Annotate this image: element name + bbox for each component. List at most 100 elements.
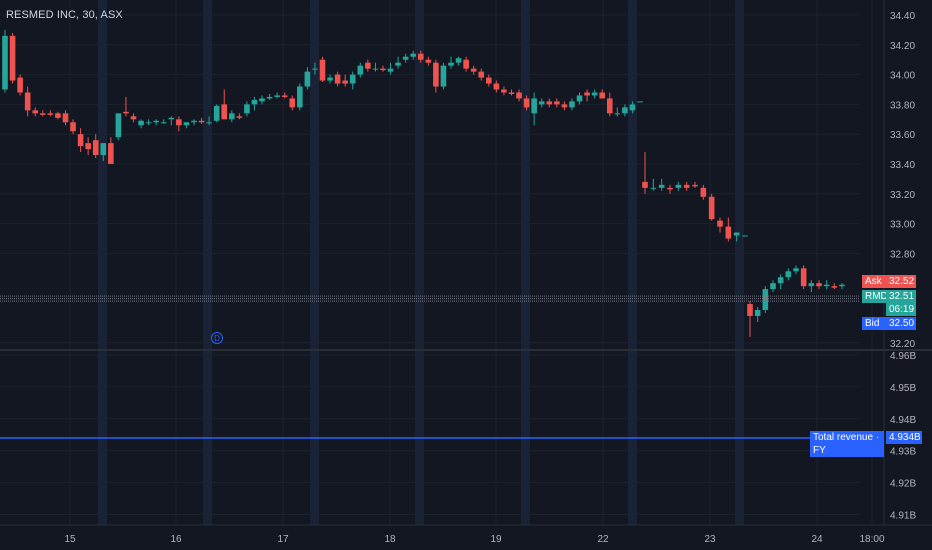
candle-body	[387, 68, 394, 72]
candle	[410, 50, 417, 60]
candle-body	[516, 92, 522, 99]
session-break-4	[521, 0, 530, 525]
candle	[816, 280, 822, 290]
price-tick-label: 33.20	[890, 190, 915, 201]
candle	[100, 143, 107, 162]
candle	[629, 101, 636, 114]
candle-body	[85, 143, 91, 150]
candle	[70, 119, 76, 135]
revenue-series-label[interactable]: Total revenue · FY	[810, 431, 884, 457]
candle	[62, 110, 69, 126]
candle-body	[523, 98, 530, 108]
candle	[244, 101, 250, 117]
candle	[168, 116, 175, 126]
candle-body	[591, 92, 598, 96]
candle	[266, 93, 273, 100]
candle	[538, 98, 545, 108]
candle-body	[365, 62, 371, 69]
candle	[516, 89, 522, 102]
candle	[259, 95, 265, 105]
candle	[365, 59, 371, 72]
candle-body	[455, 58, 462, 63]
candle-body	[274, 95, 280, 97]
bar-countdown: 06:19	[886, 303, 916, 316]
candle-body	[39, 113, 46, 115]
candle-body	[108, 143, 114, 164]
candle	[183, 122, 190, 129]
time-tick-label: 22	[597, 534, 609, 545]
candle-body	[546, 101, 553, 105]
candle-body	[733, 232, 740, 236]
candle	[463, 56, 469, 72]
candle-body	[304, 71, 311, 87]
candle	[793, 265, 799, 275]
candle	[433, 59, 439, 93]
candle-body	[289, 98, 296, 108]
candle	[599, 89, 606, 99]
candle	[650, 178, 657, 191]
candle	[342, 74, 348, 87]
candle-body	[153, 120, 159, 123]
bid-label: Bid	[862, 317, 888, 330]
candle	[85, 137, 91, 156]
ask-label: Ask	[862, 275, 888, 288]
session-break-6	[735, 0, 744, 525]
candle-body	[800, 268, 807, 287]
price-tick-label: 34.00	[890, 71, 915, 82]
last-price-value: 32.51	[886, 290, 916, 303]
candle	[742, 235, 748, 237]
candle	[785, 268, 792, 281]
candle	[606, 92, 613, 117]
candle	[236, 113, 243, 120]
candle-body	[448, 62, 454, 66]
symbol-label: RMD	[862, 290, 888, 303]
symbol-title[interactable]: RESMED INC, 30, ASX	[6, 9, 123, 21]
candle-body	[762, 289, 769, 311]
candle-body	[145, 122, 152, 124]
candle	[417, 50, 424, 63]
candle-body	[470, 68, 477, 72]
candle-body	[281, 95, 288, 97]
candle	[289, 95, 296, 111]
candle-body	[584, 92, 590, 96]
candle	[493, 80, 500, 93]
revenue-tick-label: 4.96B	[890, 351, 916, 362]
candle	[228, 110, 235, 123]
candle	[387, 62, 394, 75]
candle	[176, 116, 182, 132]
candle-body	[700, 187, 707, 197]
candle	[130, 113, 137, 123]
candle-body	[198, 120, 205, 123]
candle-body	[168, 117, 175, 120]
candle	[123, 96, 129, 117]
candle-body	[228, 113, 235, 120]
candle	[251, 96, 258, 111]
session-break-3	[415, 0, 424, 525]
candle-body	[160, 122, 167, 124]
candle	[440, 62, 447, 90]
candle	[39, 110, 46, 117]
candle	[327, 74, 333, 84]
candle	[717, 217, 723, 233]
candle-body	[823, 284, 830, 287]
candle	[334, 71, 341, 87]
time-tick-label: 18	[384, 534, 396, 545]
candle-body	[395, 62, 401, 66]
candle	[683, 181, 690, 191]
candle-body	[138, 120, 144, 126]
candle-body	[486, 77, 492, 84]
candle-body	[831, 286, 838, 288]
dividend-marker[interactable]: D	[211, 332, 223, 344]
candle	[206, 116, 212, 126]
candle	[569, 98, 575, 111]
candle-body	[380, 68, 386, 71]
price-tick-label: 34.20	[890, 41, 915, 52]
candle	[754, 307, 761, 322]
candle-body	[642, 181, 648, 188]
ask-value: 32.52	[886, 275, 916, 288]
candle	[531, 92, 537, 126]
revenue-tick-label: 4.94B	[890, 415, 916, 426]
candle	[591, 89, 598, 99]
